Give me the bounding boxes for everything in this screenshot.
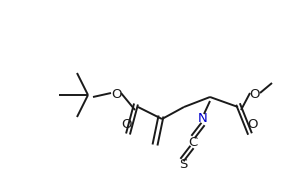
Text: N: N xyxy=(198,112,208,125)
Text: C: C xyxy=(188,136,198,149)
Text: O: O xyxy=(247,119,257,132)
Text: O: O xyxy=(250,88,260,101)
Text: O: O xyxy=(111,88,121,101)
Text: O: O xyxy=(121,119,131,132)
Text: S: S xyxy=(179,159,187,171)
